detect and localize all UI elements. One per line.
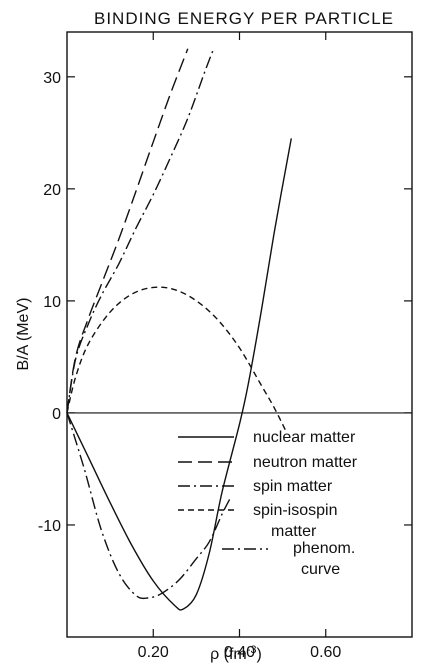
legend-label: nuclear matter — [253, 429, 356, 446]
curve-neutron-matter — [66, 48, 189, 414]
y-tick-label: 10 — [43, 294, 61, 311]
x-axis-ticks: 0.20 0.40 0.60 — [138, 32, 341, 661]
curve-spin-isospin — [66, 286, 288, 434]
y-tick-label: 30 — [43, 70, 61, 87]
x-tick-label: 0.40 — [224, 644, 255, 661]
y-tick-label: -10 — [38, 518, 61, 535]
legend: nuclear matter neutron matter spin matter s… — [178, 429, 358, 578]
y-tick-label: 0 — [52, 406, 61, 423]
x-tick-label: 0.60 — [310, 644, 341, 661]
legend-label: phenom. — [293, 540, 355, 557]
plot-frame — [66, 31, 413, 638]
y-tick-label: 20 — [43, 182, 61, 199]
curve-phenom — [66, 412, 232, 600]
x-axis-label-close: ) — [257, 646, 262, 663]
curves — [66, 48, 292, 611]
x-axis-label: ρ (fm-3) — [210, 644, 262, 663]
legend-label: spin matter — [253, 478, 333, 495]
y-axis-label: B/A (MeV) — [15, 298, 32, 371]
legend-label-line2: curve — [301, 561, 340, 578]
y-axis-ticks: 30 20 10 0 -10 — [38, 70, 412, 535]
curve-spin-matter — [66, 48, 215, 414]
chart-title: BINDING ENERGY PER PARTICLE — [94, 9, 394, 28]
curve-nuclear-matter — [66, 138, 292, 611]
legend-label-line2: matter — [271, 523, 317, 540]
x-tick-label: 0.20 — [138, 644, 169, 661]
x-axis-label-sup: -3 — [247, 644, 257, 656]
legend-label: spin-isospin — [253, 502, 337, 519]
legend-label: neutron matter — [253, 454, 358, 471]
x-axis-label-main: ρ (fm — [210, 646, 247, 663]
